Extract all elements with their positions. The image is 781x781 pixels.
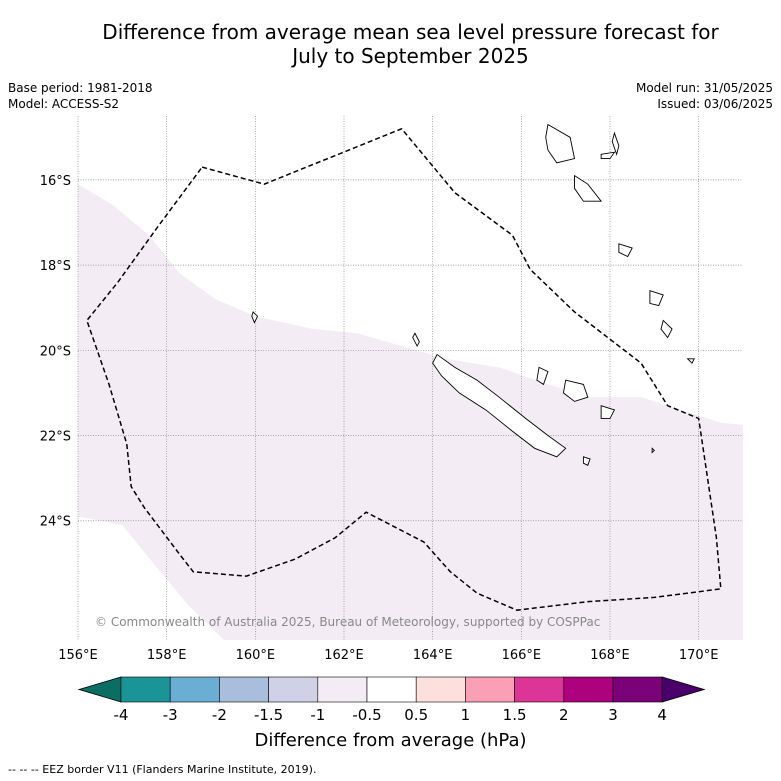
island-coastline <box>412 332 420 348</box>
island-coastline <box>562 379 589 402</box>
island-coastline <box>660 319 673 339</box>
island-coastline <box>574 174 603 202</box>
base-period: Base period: 1981-2018 <box>8 81 153 95</box>
eez-legend: -- -- -- EEZ border V11 (Flanders Marine… <box>8 763 317 776</box>
island-coastline <box>649 290 664 307</box>
model-run: Model run: 31/05/2025 <box>635 81 773 95</box>
colorbar-tick-label: 2 <box>559 706 569 724</box>
island-coastline <box>432 353 567 458</box>
issued-date: Issued: 03/06/2025 <box>657 97 773 111</box>
colorbar-swatch <box>366 676 417 703</box>
island-coastline <box>600 151 616 160</box>
latitude-tick-label: 18°S <box>40 259 71 274</box>
latitude-tick-label: 20°S <box>40 344 71 359</box>
colorbar-swatch <box>514 676 565 703</box>
colorbar-tick-label: -2 <box>212 706 227 724</box>
island-coastline <box>251 311 259 324</box>
colorbar-over-arrow <box>661 676 706 703</box>
colorbar-swatch <box>219 676 269 703</box>
longitude-tick-label: 156°E <box>58 648 98 663</box>
model-name: Model: ACCESS-S2 <box>8 97 120 111</box>
colorbar-swatch <box>465 676 515 703</box>
copyright-notice: © Commonwealth of Australia 2025, Bureau… <box>95 615 600 629</box>
island-coastline <box>536 366 549 386</box>
colorbar-tick-label: -1.5 <box>254 706 283 724</box>
latitude-tick-label: 16°S <box>40 174 71 189</box>
colorbar-swatch <box>415 676 466 703</box>
island-coastline <box>600 405 616 419</box>
colorbar-swatch <box>317 676 368 703</box>
colorbar-tick-label: 1.5 <box>503 706 527 724</box>
colorbar-tick-label: 0.5 <box>404 706 428 724</box>
latitude-tick-label: 22°S <box>40 430 71 445</box>
longitude-tick-label: 166°E <box>502 648 542 663</box>
colorbar-swatch <box>563 676 614 703</box>
island-coastline <box>545 123 576 164</box>
island-coastline <box>686 358 695 364</box>
latitude-tick-label: 24°S <box>40 515 71 530</box>
colorbar-swatch <box>169 676 220 703</box>
longitude-tick-label: 158°E <box>147 648 187 663</box>
meta-right: Model run: 31/05/2025 Issued: 03/06/2025 <box>636 80 773 112</box>
longitude-tick-label: 164°E <box>413 648 453 663</box>
colorbar-tick-label: -1 <box>310 706 325 724</box>
colorbar-swatch <box>268 676 319 703</box>
longitude-tick-label: 162°E <box>324 648 364 663</box>
colorbar-swatch <box>612 676 663 703</box>
island-coastline <box>611 131 620 156</box>
map-title-line1: Difference from average mean sea level p… <box>102 20 719 44</box>
colorbar-tick-label: -4 <box>114 706 129 724</box>
anomaly-region <box>78 184 743 640</box>
colorbar-tick-label: 3 <box>608 706 618 724</box>
colorbar-tick-label: 4 <box>657 706 667 724</box>
colorbar-tick-label: 1 <box>461 706 471 724</box>
colorbar-tick-label: -3 <box>163 706 178 724</box>
island-coastline <box>618 243 633 258</box>
map-title-line2: July to September 2025 <box>292 44 529 68</box>
colorbar-swatch <box>120 676 171 703</box>
colorbar-tick-label: -0.5 <box>352 706 381 724</box>
island-coastline <box>582 456 591 466</box>
longitude-tick-label: 160°E <box>236 648 276 663</box>
map-plot-area: 156°E 158°E 160°E 162°E 164°E 166°E 168°E 170°E… <box>40 116 743 663</box>
colorbar-title: Difference from average (hPa) <box>254 730 527 751</box>
colorbar-under-arrow <box>77 676 122 703</box>
longitude-tick-label: 170°E <box>679 648 719 663</box>
eez-border <box>86 127 722 611</box>
colorbar: -4 -3 -2 -1.5 -1 -0.5 0.5 1 1.5 2 3 4 <box>77 676 706 724</box>
island-coastline <box>651 447 655 454</box>
meta-left: Base period: 1981-2018 Model: ACCESS-S2 <box>8 80 153 112</box>
longitude-tick-label: 168°E <box>590 648 630 663</box>
